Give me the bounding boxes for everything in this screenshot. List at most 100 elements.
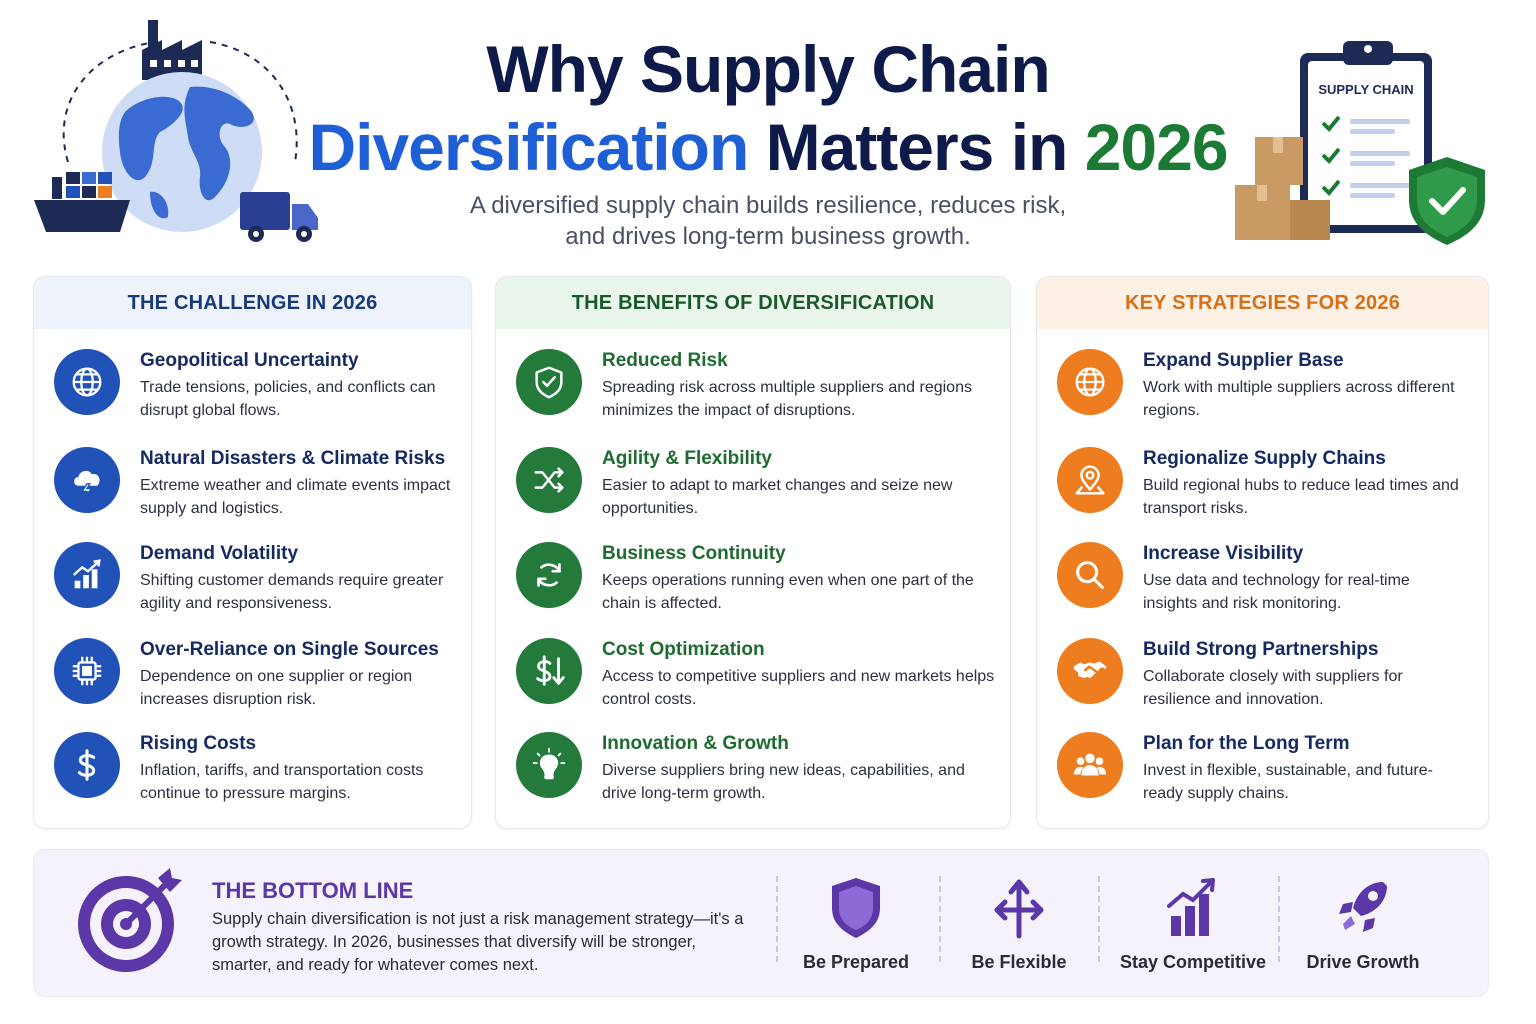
title-line-2: Diversification Matters in 2026: [300, 108, 1236, 186]
list-item: Geopolitical Uncertainty Trade tensions,…: [34, 349, 471, 439]
benefits-heading: THE BENEFITS OF DIVERSIFICATION: [496, 277, 1010, 329]
list-item: Regionalize Supply Chains Build regional…: [1037, 447, 1488, 537]
item-text: Collaborate closely with suppliers for r…: [1143, 668, 1403, 708]
list-item: Expand Supplier Base Work with multiple …: [1037, 349, 1488, 439]
pillar-be-prepared: Be Prepared: [786, 870, 926, 980]
globe-logistics-illustration: [34, 20, 318, 242]
bottom-line-title: THE BOTTOM LINE: [212, 878, 414, 903]
chip-icon: [54, 638, 120, 704]
pillar-be-flexible: Be Flexible: [949, 870, 1089, 980]
item-title: Innovation & Growth: [602, 733, 789, 754]
list-item: Natural Disasters & Climate Risks Extrem…: [34, 447, 471, 537]
shuffle-icon: [516, 447, 582, 513]
item-text: Use data and technology for real-time in…: [1143, 572, 1410, 612]
clipboard-illustration: SUPPLY CHAIN: [1235, 41, 1485, 245]
item-title: Demand Volatility: [140, 543, 299, 564]
location-pin-icon: [1057, 447, 1123, 513]
bottom-line-panel: THE BOTTOM LINE Supply chain diversifica…: [33, 849, 1489, 997]
item-title: Reduced Risk: [602, 350, 728, 371]
title-word-matters: Matters in: [765, 110, 1069, 184]
shield-check-illustration-icon: [1409, 157, 1485, 245]
list-item: Increase Visibility Use data and technol…: [1037, 542, 1488, 632]
growth-chart-icon: [1167, 878, 1215, 936]
strategies-heading: KEY STRATEGIES FOR 2026: [1037, 277, 1488, 329]
item-text: Dependence on one supplier or region inc…: [140, 668, 413, 708]
list-item: Rising Costs Inflation, tariffs, and tra…: [34, 732, 471, 822]
item-title: Natural Disasters & Climate Risks: [140, 448, 446, 469]
subtitle: A diversified supply chain builds resili…: [380, 190, 1156, 252]
dollar-down-icon: [516, 638, 582, 704]
item-title: Increase Visibility: [1143, 543, 1304, 564]
dollar-icon: [54, 732, 120, 798]
item-text: Spreading risk across multiple suppliers…: [602, 379, 972, 419]
list-item: Reduced Risk Spreading risk across multi…: [496, 349, 1010, 439]
clipboard-label: SUPPLY CHAIN: [1318, 82, 1413, 97]
divider: [1098, 876, 1100, 962]
shield-icon: [832, 878, 880, 938]
target-arrow-icon: [78, 868, 182, 972]
handshake-icon: [1057, 638, 1123, 704]
item-text: Diverse suppliers bring new ideas, capab…: [602, 762, 965, 802]
globe-icon: [54, 349, 120, 415]
list-item: Innovation & Growth Diverse suppliers br…: [496, 732, 1010, 822]
page-title: Why Supply Chain Diversification Matters…: [300, 30, 1236, 186]
challenge-column: THE CHALLENGE IN 2026 Geopolitical Uncer…: [33, 276, 472, 829]
title-word-year: 2026: [1084, 110, 1229, 184]
subtitle-line-2: and drives long-term business growth.: [565, 223, 971, 250]
item-text: Easier to adapt to market changes and se…: [602, 477, 953, 517]
globe-icon: [1057, 349, 1123, 415]
item-title: Cost Optimization: [602, 639, 765, 660]
item-text: Keeps operations running even when one p…: [602, 572, 974, 612]
lightbulb-icon: [516, 732, 582, 798]
list-item: Over-Reliance on Single Sources Dependen…: [34, 638, 471, 728]
list-item: Plan for the Long Term Invest in flexibl…: [1037, 732, 1488, 822]
list-item: Business Continuity Keeps operations run…: [496, 542, 1010, 632]
item-text: Extreme weather and climate events impac…: [140, 477, 451, 517]
item-text: Build regional hubs to reduce lead times…: [1143, 477, 1459, 517]
item-title: Plan for the Long Term: [1143, 733, 1350, 754]
item-text: Trade tensions, policies, and conflicts …: [140, 379, 436, 419]
list-item: Build Strong Partnerships Collaborate cl…: [1037, 638, 1488, 728]
rocket-icon: [1339, 882, 1387, 932]
item-title: Regionalize Supply Chains: [1143, 448, 1386, 469]
list-item: Agility & Flexibility Easier to adapt to…: [496, 447, 1010, 537]
pillar-label: Be Prepared: [802, 952, 910, 972]
rising-chart-icon: [54, 542, 120, 608]
strategies-column: KEY STRATEGIES FOR 2026 Expand Supplier …: [1036, 276, 1489, 829]
pillar-stay-competitive: Stay Competitive: [1108, 870, 1278, 980]
item-text: Shifting customer demands require greate…: [140, 572, 444, 612]
benefits-column: THE BENEFITS OF DIVERSIFICATION Reduced …: [495, 276, 1011, 829]
refresh-icon: [516, 542, 582, 608]
title-word-diversification: Diversification: [308, 110, 749, 184]
item-text: Invest in flexible, sustainable, and fut…: [1143, 762, 1433, 802]
cargo-ship-icon: [34, 172, 130, 232]
pillar-label: Be Flexible: [971, 952, 1067, 972]
delivery-truck-icon: [240, 192, 318, 242]
item-title: Over-Reliance on Single Sources: [140, 639, 439, 660]
pillar-drive-growth: Drive Growth: [1288, 870, 1438, 980]
list-item: Demand Volatility Shifting customer dema…: [34, 542, 471, 632]
cardboard-boxes-icon: [1235, 137, 1330, 240]
item-title: Expand Supplier Base: [1143, 350, 1344, 371]
subtitle-line-1: A diversified supply chain builds resili…: [469, 192, 1067, 219]
title-line-1: Why Supply Chain: [486, 32, 1050, 106]
bottom-line-text: Supply chain diversification is not just…: [212, 910, 744, 974]
item-title: Business Continuity: [602, 543, 786, 564]
magnifier-icon: [1057, 542, 1123, 608]
divider: [1278, 876, 1280, 962]
item-title: Agility & Flexibility: [602, 448, 772, 469]
earth-globe-icon: [102, 72, 262, 232]
header: Why Supply Chain Diversification Matters…: [0, 0, 1536, 262]
clipboard-icon: SUPPLY CHAIN: [1300, 41, 1432, 233]
storm-cloud-icon: [54, 447, 120, 513]
split-arrows-icon: [994, 879, 1044, 939]
item-text: Inflation, tariffs, and transportation c…: [140, 762, 424, 802]
item-text: Access to competitive suppliers and new …: [602, 668, 995, 708]
divider: [776, 876, 778, 962]
challenge-heading: THE CHALLENGE IN 2026: [34, 277, 471, 329]
shield-check-icon: [516, 349, 582, 415]
pillar-label: Stay Competitive: [1119, 952, 1267, 972]
item-title: Rising Costs: [140, 733, 257, 754]
factory-icon: [142, 20, 202, 80]
item-title: Build Strong Partnerships: [1143, 639, 1379, 660]
